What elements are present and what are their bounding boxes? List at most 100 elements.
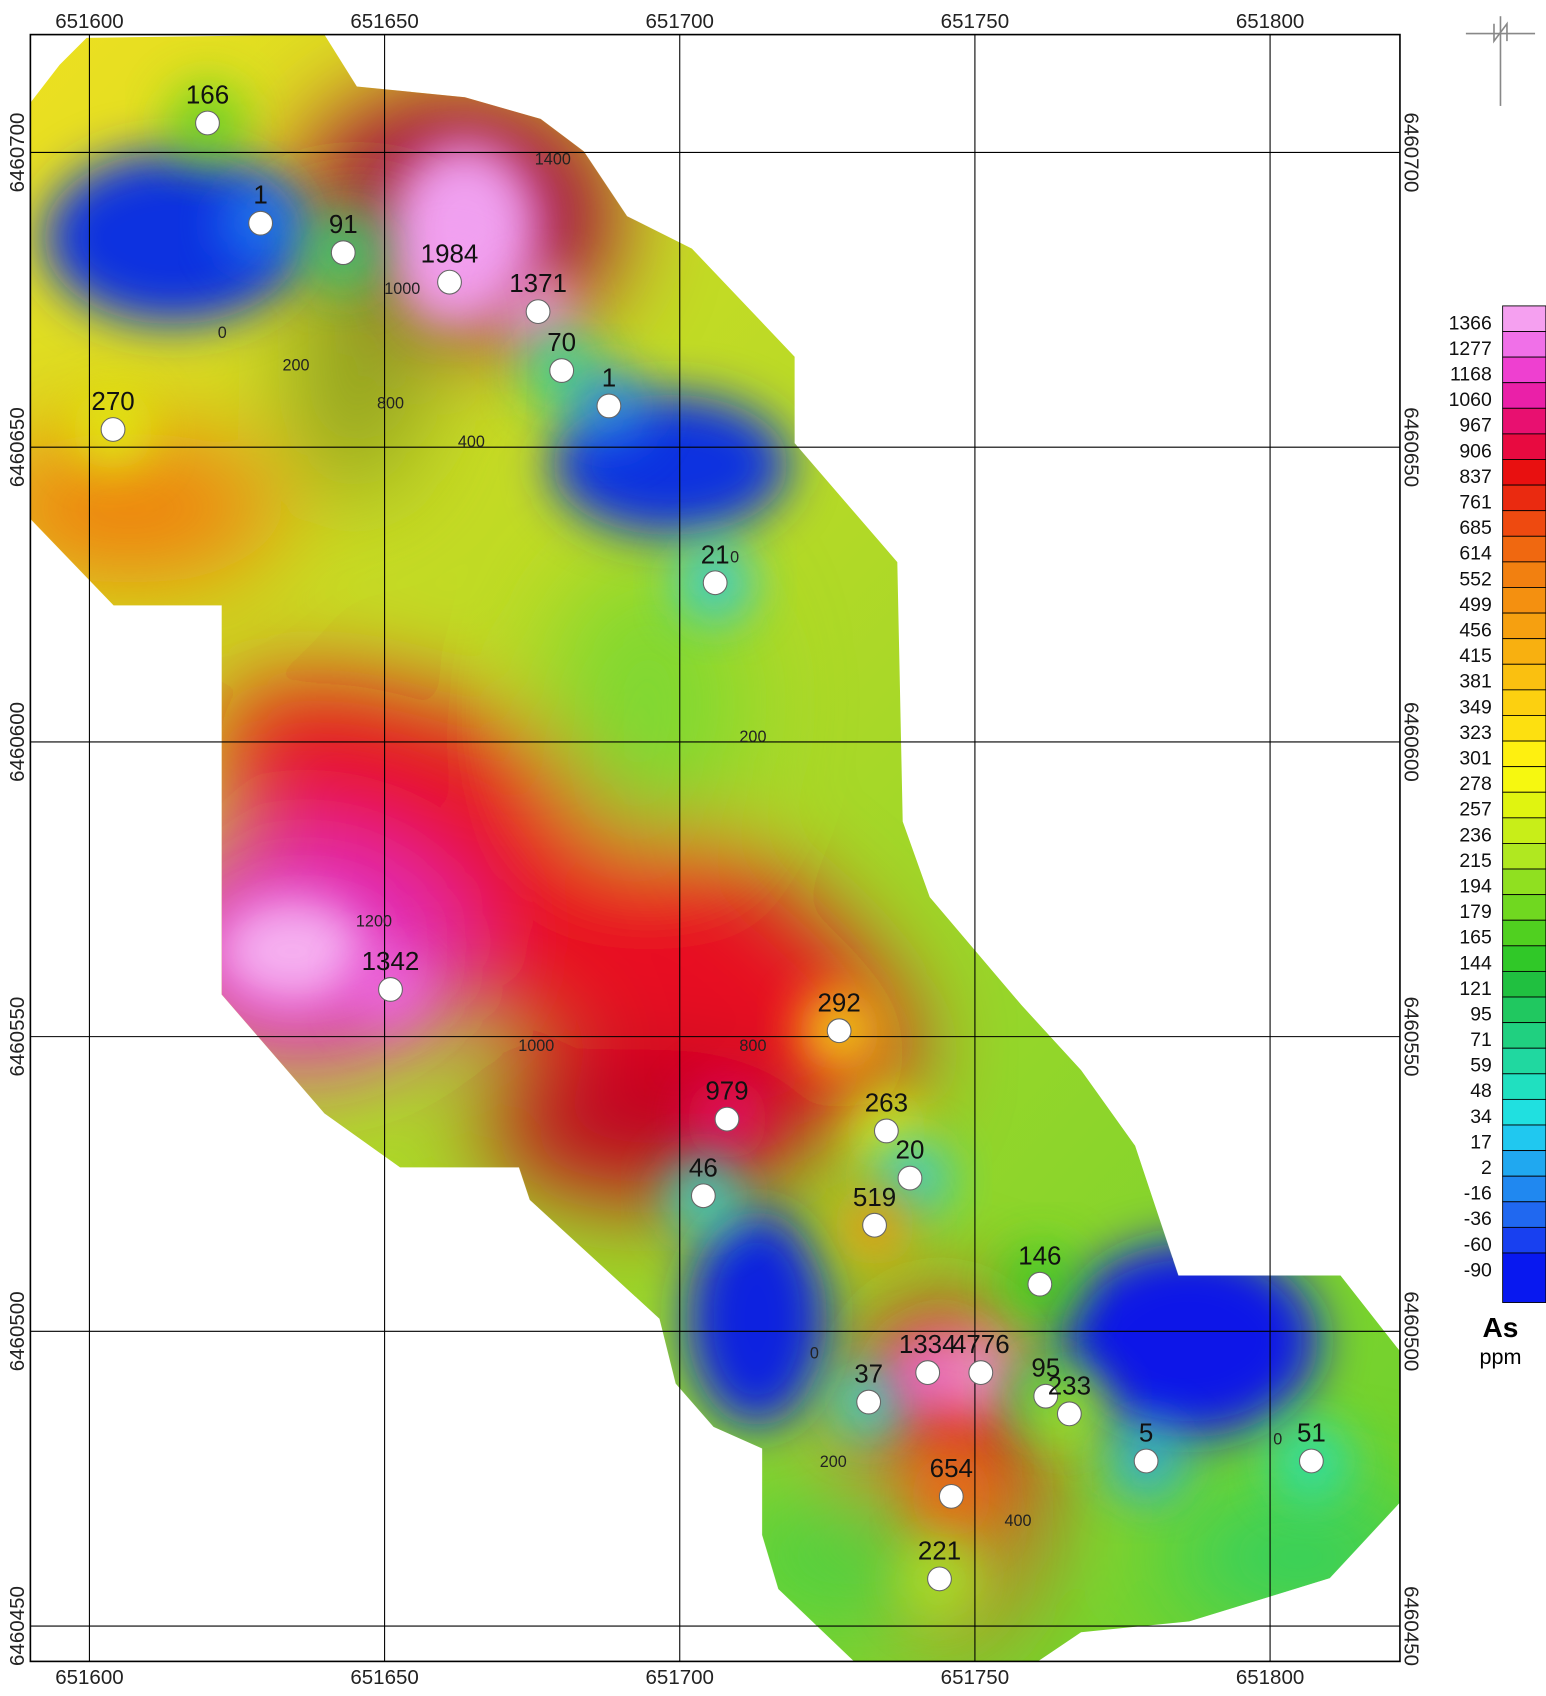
legend-label: 415 [1459, 645, 1491, 667]
sample-point [249, 211, 273, 235]
legend-swatch [1503, 357, 1546, 383]
legend-swatch [1503, 690, 1546, 716]
sample-label: 5 [1139, 1420, 1153, 1448]
contour-label: 800 [739, 1037, 766, 1055]
legend-swatch [1503, 1151, 1546, 1177]
sample-label: 1334 [899, 1331, 957, 1359]
legend-label: 967 [1459, 415, 1491, 437]
sample-point [715, 1107, 739, 1131]
legend-swatch [1503, 408, 1546, 434]
sample-label: 1984 [421, 241, 479, 269]
sample-label: 979 [705, 1078, 748, 1106]
sample-label: 654 [930, 1455, 973, 1483]
sample-point [196, 111, 220, 135]
contour-label: 0 [730, 549, 739, 567]
legend-label: 614 [1459, 543, 1492, 565]
sample-label: 1 [253, 182, 267, 210]
sample-point [827, 1019, 851, 1043]
sample-point [526, 300, 550, 324]
x-tick-label: 651600 [55, 1666, 123, 1689]
legend-label: 1277 [1449, 338, 1492, 360]
legend-swatch [1503, 587, 1546, 613]
sample-label: 221 [918, 1537, 961, 1565]
legend-label: 34 [1470, 1106, 1492, 1128]
y-tick-label: 6460650 [6, 407, 29, 487]
contour-label: 400 [1004, 1512, 1031, 1530]
legend-label: 17 [1470, 1131, 1492, 1153]
legend-swatch [1503, 818, 1546, 844]
legend-label: 215 [1459, 850, 1491, 872]
y-tick-label: 6460500 [1399, 1291, 1422, 1371]
sample-point [1057, 1402, 1081, 1426]
legend-label: 323 [1459, 722, 1491, 744]
legend-label: 165 [1459, 927, 1491, 949]
legend-swatch [1503, 639, 1546, 665]
legend-swatch [1503, 613, 1546, 639]
legend-label: 837 [1459, 466, 1491, 488]
contour-label: 400 [458, 433, 485, 451]
x-tick-label: 651700 [646, 1666, 714, 1689]
legend-label: 2 [1481, 1157, 1492, 1179]
sample-point [969, 1361, 993, 1385]
sample-point [703, 571, 727, 595]
legend-swatch [1503, 1227, 1546, 1253]
x-tick-label: 651800 [1236, 10, 1304, 33]
legend-label: -60 [1464, 1234, 1492, 1256]
legend-label: 906 [1459, 440, 1491, 462]
legend-swatch [1503, 997, 1546, 1023]
sample-label: 233 [1048, 1372, 1091, 1400]
legend-swatch [1503, 1023, 1546, 1049]
sample-point [857, 1390, 881, 1414]
contour-label: 0 [810, 1344, 819, 1362]
x-tick-label: 651800 [1236, 1666, 1304, 1689]
x-tick-label: 651650 [350, 1666, 418, 1689]
legend-swatch [1503, 1253, 1546, 1303]
y-tick-label: 6460600 [6, 702, 29, 782]
x-tick-label: 651650 [350, 10, 418, 33]
y-tick-label: 6460450 [6, 1586, 29, 1666]
legend-swatch [1503, 1048, 1546, 1074]
y-tick-label: 6460700 [6, 113, 29, 193]
sample-label: 20 [896, 1137, 925, 1165]
sample-label: 292 [817, 989, 860, 1017]
legend-swatch [1503, 1074, 1546, 1100]
sample-label: 21 [701, 541, 730, 569]
y-tick-label: 6460450 [1399, 1586, 1422, 1666]
legend-swatch [1503, 1176, 1546, 1202]
contour-label: 200 [820, 1453, 847, 1471]
legend: As ppm 136612771168106096790683776168561… [1449, 306, 1546, 1369]
sample-label: 91 [329, 211, 358, 239]
legend-swatch [1503, 332, 1546, 358]
legend-swatch [1503, 1099, 1546, 1125]
legend-label: 121 [1459, 978, 1491, 1000]
y-tick-label: 6460650 [1399, 407, 1422, 487]
sample-point [597, 394, 621, 418]
legend-label: 236 [1459, 824, 1491, 846]
legend-label: 685 [1459, 517, 1491, 539]
contour-label: 0 [218, 324, 227, 342]
legend-swatch [1503, 459, 1546, 485]
sample-point [863, 1213, 887, 1237]
sample-label: 37 [854, 1361, 883, 1389]
sample-label: 519 [853, 1184, 896, 1212]
legend-label: 95 [1470, 1003, 1492, 1025]
legend-swatch [1503, 843, 1546, 869]
legend-label: 349 [1459, 696, 1491, 718]
legend-swatch [1503, 767, 1546, 793]
y-tick-label: 6460550 [1399, 997, 1422, 1077]
sample-point [550, 359, 574, 383]
legend-swatch [1503, 536, 1546, 562]
contour-label: 0 [1273, 1431, 1282, 1449]
legend-swatch [1503, 664, 1546, 690]
sample-point [438, 270, 462, 294]
legend-label: 1168 [1450, 364, 1492, 386]
sample-point [1134, 1449, 1158, 1473]
legend-title: As [1483, 1312, 1519, 1343]
legend-label: 257 [1459, 799, 1491, 821]
contour-label: 1200 [356, 912, 392, 930]
sample-point [1300, 1449, 1324, 1473]
contour-label: 200 [283, 357, 310, 375]
x-tick-label: 651750 [941, 10, 1009, 33]
legend-label: -90 [1464, 1259, 1492, 1281]
x-tick-label: 651600 [55, 10, 123, 33]
